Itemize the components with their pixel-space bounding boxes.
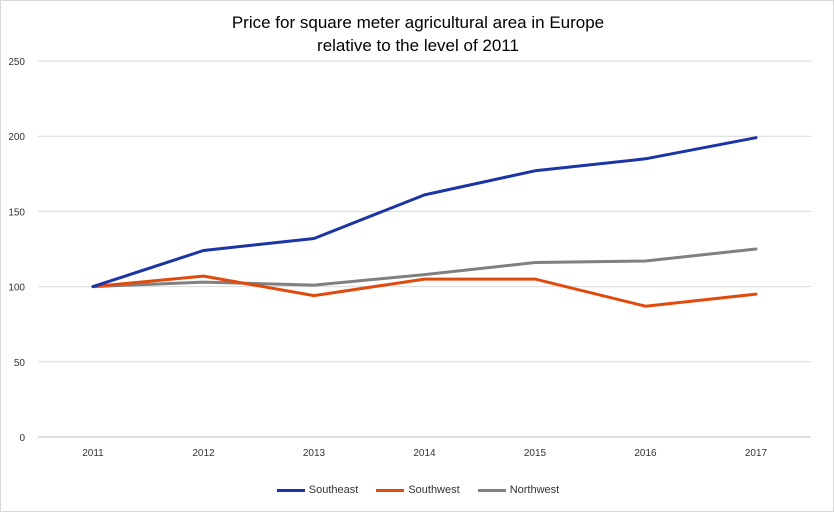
y-tick-label-150: 150 [8, 207, 25, 218]
legend-swatch-southeast [276, 488, 305, 492]
series-line-northwest [91, 247, 758, 289]
legend: Southeast Southwest Northwest [1, 484, 834, 496]
x-tick-label-2014: 2014 [413, 448, 436, 459]
y-tick-label-0: 0 [19, 433, 25, 444]
chart-title-line-2: relative to the level of 2011 [317, 36, 519, 55]
series-line-southwest [91, 274, 758, 308]
x-tick-label-2016: 2016 [634, 448, 657, 459]
chart-title-line-1: Price for square meter agricultural area… [231, 13, 605, 32]
y-tick-label-50: 50 [14, 358, 26, 369]
legend-item-northwest: Northwest [477, 484, 560, 496]
y-tick-label-200: 200 [8, 132, 25, 143]
legend-swatch-southwest [376, 488, 405, 492]
legend-label-southeast: Southeast [308, 484, 359, 496]
y-tick-label-100: 100 [8, 283, 25, 294]
legend-item-southwest: Southwest [376, 484, 460, 496]
legend-swatch-northwest [477, 488, 506, 492]
x-tick-label-2015: 2015 [524, 448, 547, 459]
legend-item-southeast: Southeast [276, 484, 359, 496]
x-tick-label-2017: 2017 [745, 448, 768, 459]
y-tick-label-250: 250 [8, 57, 25, 68]
legend-label-northwest: Northwest [509, 484, 560, 496]
legend-label-southwest: Southwest [408, 484, 460, 496]
series-line-southeast [91, 136, 758, 289]
x-tick-label-2013: 2013 [303, 448, 326, 459]
chart-title: Price for square meter agricultural area… [1, 11, 834, 57]
x-tick-label-2011: 2011 [82, 448, 104, 459]
x-tick-label-2012: 2012 [192, 448, 215, 459]
